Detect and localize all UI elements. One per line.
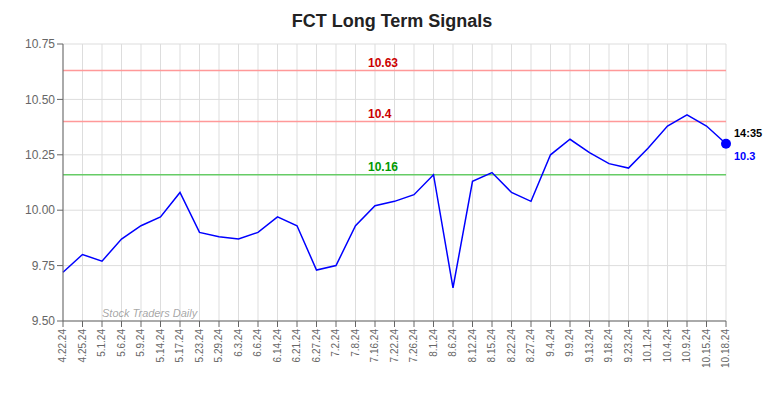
svg-text:5.1.24: 5.1.24 <box>96 329 107 357</box>
svg-text:8.22.24: 8.22.24 <box>506 329 517 363</box>
svg-text:10.63: 10.63 <box>368 56 398 70</box>
svg-text:8.15.24: 8.15.24 <box>486 329 497 363</box>
svg-text:8.12.24: 8.12.24 <box>467 329 478 363</box>
svg-text:5.9.24: 5.9.24 <box>135 329 146 357</box>
html-text:FCT Long Term Signals: FCT Long Term Signals <box>291 11 493 31</box>
svg-text:9.4.24: 9.4.24 <box>545 329 556 357</box>
svg-text:5.23.24: 5.23.24 <box>194 329 205 363</box>
svg-text:9.50: 9.50 <box>32 314 56 328</box>
svg-text:4.22.24: 4.22.24 <box>57 329 68 363</box>
svg-text:9.75: 9.75 <box>32 259 56 273</box>
svg-text:6.6.24: 6.6.24 <box>252 329 263 357</box>
svg-text:9.23.24: 9.23.24 <box>623 329 634 363</box>
svg-text:7.22.24: 7.22.24 <box>389 329 400 363</box>
svg-text:6.14.24: 6.14.24 <box>272 329 283 363</box>
svg-text:10.4: 10.4 <box>368 107 392 121</box>
svg-text:7.8.24: 7.8.24 <box>350 329 361 357</box>
svg-text:5.29.24: 5.29.24 <box>213 329 224 363</box>
svg-text:10.00: 10.00 <box>25 203 55 217</box>
svg-text:9.13.24: 9.13.24 <box>584 329 595 363</box>
svg-text:7.26.24: 7.26.24 <box>408 329 419 363</box>
svg-text:10.75: 10.75 <box>25 37 55 51</box>
svg-text:7.16.24: 7.16.24 <box>369 329 380 363</box>
svg-text:10.16: 10.16 <box>368 160 398 174</box>
svg-text:6.27.24: 6.27.24 <box>311 329 322 363</box>
svg-text:5.6.24: 5.6.24 <box>116 329 127 357</box>
svg-text:8.27.24: 8.27.24 <box>525 329 536 363</box>
svg-text:10.3: 10.3 <box>734 150 755 162</box>
svg-text:10.15.24: 10.15.24 <box>701 329 712 368</box>
svg-text:6.21.24: 6.21.24 <box>291 329 302 363</box>
svg-text:10.1.24: 10.1.24 <box>642 329 653 363</box>
svg-text:Stock Traders Daily: Stock Traders Daily <box>102 307 199 319</box>
svg-text:9.18.24: 9.18.24 <box>603 329 614 363</box>
svg-text:14:35: 14:35 <box>734 127 762 139</box>
svg-text:5.17.24: 5.17.24 <box>174 329 185 363</box>
svg-text:10.9.24: 10.9.24 <box>681 329 692 363</box>
svg-text:8.1.24: 8.1.24 <box>428 329 439 357</box>
svg-text:10.25: 10.25 <box>25 148 55 162</box>
svg-text:9.9.24: 9.9.24 <box>564 329 575 357</box>
svg-text:7.2.24: 7.2.24 <box>330 329 341 357</box>
svg-text:4.25.24: 4.25.24 <box>77 329 88 363</box>
svg-text:6.3.24: 6.3.24 <box>233 329 244 357</box>
svg-text:10.50: 10.50 <box>25 93 55 107</box>
svg-text:5.14.24: 5.14.24 <box>155 329 166 363</box>
svg-text:8.6.24: 8.6.24 <box>447 329 458 357</box>
svg-text:10.4.24: 10.4.24 <box>662 329 673 363</box>
svg-text:10.18.24: 10.18.24 <box>720 329 731 368</box>
